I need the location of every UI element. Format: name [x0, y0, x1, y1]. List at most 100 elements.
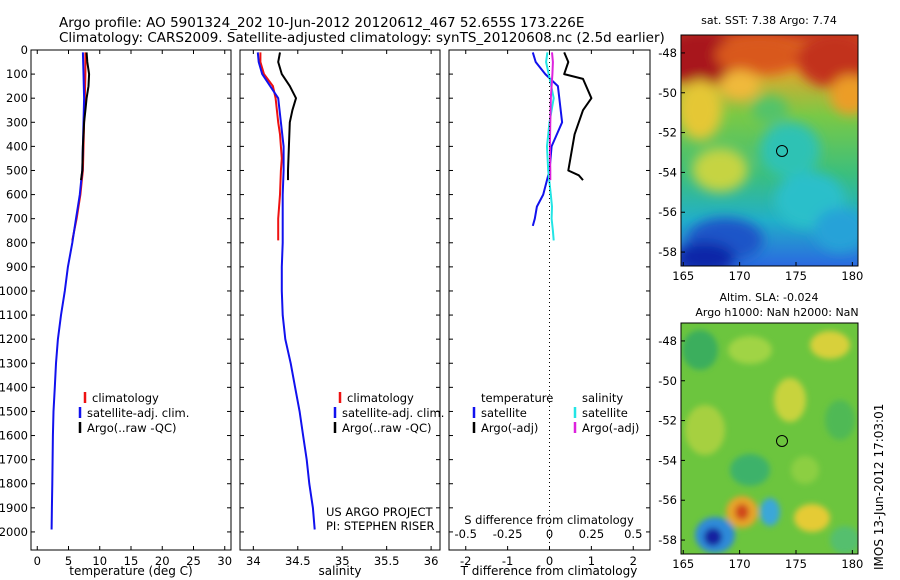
latitude-tick-label: -48 [658, 46, 677, 60]
salinity-argo-adj-line [548, 52, 554, 181]
longitude-tick-label: 170 [729, 557, 751, 571]
latitude-tick-label: -54 [658, 453, 677, 467]
salinity-axis-label: salinity [318, 564, 361, 578]
longitude-tick-label: 180 [841, 557, 863, 571]
x-tick-label: -1 [502, 554, 513, 568]
sla-map: Altim. SLA: -0.024 Argo h1000: NaN h2000… [680, 291, 859, 555]
pi-annotation: PI: STEPHEN RISER [326, 519, 435, 533]
argo-position-marker [776, 145, 788, 157]
longitude-tick-label: 165 [672, 557, 694, 571]
map-axis-ticks: 165 170 175 180 -48 -50 -52 -54 -56 -58 165 170 175 1… [658, 46, 863, 571]
depth-tick-label: 900 [6, 260, 28, 274]
depth-tick-label: 1100 [0, 308, 28, 322]
figure-title-line1: Argo profile: AO 5901324_202 10-Jun-2012… [59, 15, 585, 31]
s-diff-tick-label: -0.25 [493, 527, 523, 541]
x-tick-label: 35.5 [374, 554, 400, 568]
latitude-tick-label: -52 [658, 414, 677, 428]
salinity-axes-frame [239, 49, 441, 551]
s-diff-tick-label: 0.25 [579, 527, 605, 541]
depth-tick-label: 2000 [0, 525, 28, 539]
sst-map-frame [680, 34, 859, 267]
s-difference-axis-label: S difference from climatology [464, 513, 634, 527]
temperature-axes-frame [30, 49, 232, 551]
latitude-tick-label: -50 [658, 374, 677, 388]
x-tick-label: 0 [546, 554, 553, 568]
argo-raw-qc-line [277, 52, 297, 181]
sla-map-frame [680, 322, 859, 555]
x-tick-label: 36 [424, 554, 439, 568]
legend-salinity-heading: salinity [582, 391, 623, 405]
latitude-tick-label: -56 [658, 205, 677, 219]
longitude-tick-label: 180 [841, 269, 863, 283]
depth-tick-label: 1700 [0, 453, 28, 467]
depth-tick-label: 1600 [0, 429, 28, 443]
legend-s-satellite-label: satellite [582, 406, 628, 420]
depth-tick-label: 200 [6, 91, 28, 105]
temperature-axis-label: temperature (deg C) [69, 564, 192, 578]
profile-lines [50, 52, 593, 530]
x-tick-label: 20 [155, 554, 170, 568]
temperature-legend: climatology satellite-adj. clim. Argo(..… [78, 391, 189, 435]
temperature-satellite-line [531, 52, 564, 227]
longitude-tick-label: 165 [672, 269, 694, 283]
longitude-tick-label: 170 [729, 269, 751, 283]
x-tick-label: 1 [588, 554, 595, 568]
climatology-line [259, 52, 283, 241]
s-diff-tick-label: -0.5 [455, 527, 477, 541]
satellite-adj-clim-line [256, 52, 316, 530]
x-tick-label: -2 [460, 554, 471, 568]
depth-tick-label: 1800 [0, 477, 28, 491]
sst-map-title: sat. SST: 7.38 Argo: 7.74 [701, 14, 837, 27]
argo-position-marker [776, 435, 788, 447]
s-diff-tick-label: 0.5 [624, 527, 642, 541]
x-tick-label: 2 [630, 554, 637, 568]
difference-legend: temperature salinity satellite Argo(-adj… [472, 391, 639, 435]
depth-tick-label: 1900 [0, 501, 28, 515]
legend-t-satellite-label: satellite [481, 406, 527, 420]
salinity-legend: climatology satellite-adj. clim. Argo(..… [326, 391, 444, 533]
legend-s-argo-label: Argo(-adj) [582, 421, 639, 435]
legend-argo-label: Argo(..raw -QC) [342, 421, 432, 435]
depth-tick-label: 400 [6, 139, 28, 153]
argo-raw-qc-line [80, 52, 91, 181]
x-tick-label: 5 [65, 554, 72, 568]
figure-title-line2: Climatology: CARS2009. Satellite-adjuste… [59, 30, 665, 46]
salinity-satellite-line [545, 52, 555, 241]
longitude-tick-label: 175 [785, 269, 807, 283]
x-tick-label: 0 [34, 554, 41, 568]
project-annotation: US ARGO PROJECT [326, 505, 434, 519]
legend-climatology-label: climatology [92, 391, 159, 405]
sla-map-title: Altim. SLA: -0.024 [719, 291, 818, 304]
depth-tick-label: 1300 [0, 356, 28, 370]
depth-tick-label: 600 [6, 188, 28, 202]
latitude-tick-label: -48 [658, 334, 677, 348]
latitude-tick-label: -58 [658, 245, 677, 259]
depth-tick-label: 1200 [0, 332, 28, 346]
axis-ticks: 0100200300400500600700800900100011001200… [0, 43, 650, 568]
latitude-tick-label: -50 [658, 86, 677, 100]
longitude-tick-label: 175 [785, 557, 807, 571]
latitude-tick-label: -52 [658, 126, 677, 140]
depth-tick-label: 1400 [0, 380, 28, 394]
legend-climatology-label: climatology [347, 391, 414, 405]
latitude-tick-label: -56 [658, 493, 677, 507]
legend-argo-label: Argo(..raw -QC) [87, 421, 177, 435]
legend-temperature-heading: temperature [481, 391, 553, 405]
depth-tick-label: 1500 [0, 404, 28, 418]
depth-tick-label: 0 [21, 43, 28, 57]
depth-tick-label: 300 [6, 115, 28, 129]
x-tick-label: 30 [217, 554, 232, 568]
depth-tick-label: 1000 [0, 284, 28, 298]
depth-tick-label: 800 [6, 236, 28, 250]
x-tick-label: 15 [124, 554, 139, 568]
temperature-argo-adj-line [563, 52, 593, 181]
sla-map-subtitle: Argo h1000: NaN h2000: NaN [695, 306, 858, 319]
depth-tick-label: 500 [6, 163, 28, 177]
x-tick-label: 10 [92, 554, 107, 568]
depth-tick-label: 700 [6, 212, 28, 226]
sst-map: sat. SST: 7.38 Argo: 7.74 [680, 14, 859, 267]
legend-satellite-label: satellite-adj. clim. [342, 406, 444, 420]
x-tick-label: 35 [335, 554, 350, 568]
x-tick-label: 34.5 [285, 554, 311, 568]
